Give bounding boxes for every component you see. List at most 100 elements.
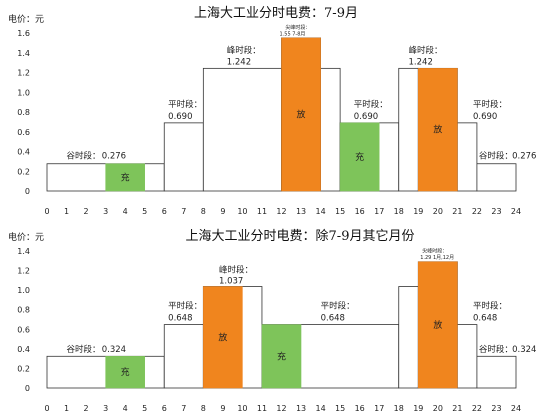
annotation-label: 1.242 xyxy=(227,58,251,68)
charge-bars: 充充 xyxy=(105,324,302,389)
annotation-label: 尖峰时段： xyxy=(285,24,310,31)
x-tick-label: 24 xyxy=(511,404,521,413)
x-tick-label: 21 xyxy=(452,207,462,216)
x-tick-label: 1 xyxy=(64,207,69,216)
price-segment xyxy=(398,286,419,389)
x-tick-label: 17 xyxy=(374,404,384,413)
x-tick-label: 19 xyxy=(413,207,423,216)
y-tick-label: 1.0 xyxy=(17,286,30,295)
chart-bottom: 上海大工业分时电费：除7-9月其它月份 电价：元 0 0.2 0.4 0.6 0.8 1.… xyxy=(8,228,536,413)
x-tick-label: 9 xyxy=(220,404,225,413)
annotation-label: 谷时段： xyxy=(479,344,513,355)
annotation-label: 0.276 xyxy=(512,151,536,161)
annotation-label: 峰时段： xyxy=(409,45,443,56)
y-tick-label: 1.6 xyxy=(17,29,30,38)
annotation-label: 0.690 xyxy=(168,112,192,122)
annotation-label: 平时段： xyxy=(168,301,202,312)
annotation-label: 峰时段： xyxy=(227,45,261,56)
x-tick-label: 0 xyxy=(44,404,49,413)
x-tick-label: 8 xyxy=(201,207,206,216)
x-tick-label: 7 xyxy=(181,404,186,413)
charge-bar xyxy=(261,324,302,389)
discharge-bar xyxy=(281,37,321,192)
x-tick-label: 5 xyxy=(142,404,147,413)
x-tick-label: 17 xyxy=(374,207,384,216)
discharge-bar xyxy=(203,286,243,389)
annotation-label: 0.648 xyxy=(168,313,192,323)
price-segment xyxy=(202,67,282,192)
x-tick-label: 11 xyxy=(257,404,267,413)
y-tick-labels: 0 0.2 0.4 0.6 0.8 1.0 1.2 1.4 xyxy=(17,247,30,393)
annotation-label: 谷时段： xyxy=(479,150,513,161)
annotation-label: 平时段： xyxy=(321,301,355,312)
y-tick-label: 0.6 xyxy=(17,128,30,137)
y-tick-label: 0 xyxy=(25,384,30,393)
x-tick-label: 13 xyxy=(296,404,306,413)
y-tick-label: 0.6 xyxy=(17,325,30,334)
x-tick-label: 24 xyxy=(511,207,521,216)
discharge-bar xyxy=(418,261,458,389)
y-tick-label: 0 xyxy=(25,187,30,196)
price-segment xyxy=(163,122,204,192)
y-tick-label: 0.8 xyxy=(17,306,30,315)
annotation-label: 0.648 xyxy=(321,313,345,323)
x-tick-label: 6 xyxy=(162,207,167,216)
annotation-label: 0.648 xyxy=(473,313,497,323)
x-tick-label: 13 xyxy=(296,207,306,216)
x-tick-labels: 0 1 2 3 4 5 6 7 8 9 10 11 12 13 14 15 16 17 18 19 20 21 22 23 24 xyxy=(44,207,521,216)
annotation-label: 平时段： xyxy=(354,99,388,110)
annotation-label: 平时段： xyxy=(473,99,507,110)
price-segment xyxy=(476,163,517,192)
y-tick-label: 1.4 xyxy=(17,247,30,256)
chart-top: 上海大工业分时电费：7-9月 电价：元 0 0.2 0.4 0.6 0.8 1.0 1.2 1… xyxy=(8,6,536,216)
price-segment xyxy=(476,355,517,389)
annotation-label: 0.324 xyxy=(512,345,536,355)
y-tick-label: 0.4 xyxy=(17,148,30,157)
discharge-bar-label: 放 xyxy=(433,319,442,331)
charge-bar-label: 充 xyxy=(277,350,286,362)
annotation-label: 平时段： xyxy=(473,301,507,312)
annotation-label: 平时段： xyxy=(168,99,202,110)
y-tick-label: 1.2 xyxy=(17,69,30,78)
x-tick-label: 21 xyxy=(452,404,462,413)
price-segment xyxy=(398,67,419,192)
discharge-bar-label: 放 xyxy=(218,331,227,343)
annotation-label: 0.324 xyxy=(102,345,126,355)
y-tick-label: 0.4 xyxy=(17,345,30,354)
x-tick-label: 18 xyxy=(394,207,404,216)
x-tick-label: 3 xyxy=(103,404,108,413)
y-tick-label: 0.2 xyxy=(17,167,30,176)
discharge-bars: 放放 xyxy=(281,37,458,192)
x-tick-label: 5 xyxy=(142,207,147,216)
charge-bar xyxy=(105,356,145,389)
x-tick-label: 14 xyxy=(315,207,325,216)
x-tick-label: 16 xyxy=(355,404,365,413)
x-tick-label: 2 xyxy=(84,404,89,413)
x-tick-label: 3 xyxy=(103,207,108,216)
annotation-label: 1.55 7-8月 xyxy=(280,31,306,37)
annotation-label: 谷时段： xyxy=(67,150,101,161)
x-tick-label: 19 xyxy=(413,404,423,413)
chart-title: 上海大工业分时电费：除7-9月其它月份 xyxy=(186,228,415,244)
x-tick-label: 10 xyxy=(237,207,247,216)
x-tick-label: 11 xyxy=(257,207,267,216)
annotation-label: 0.690 xyxy=(354,112,378,122)
annotation-label: 1.29 1月,12月 xyxy=(420,255,454,261)
y-axis-label: 电价：元 xyxy=(8,231,44,243)
price-segment xyxy=(320,67,341,192)
y-tick-label: 0.8 xyxy=(17,108,30,117)
x-tick-label: 7 xyxy=(181,207,186,216)
x-tick-labels: 0 1 2 3 4 5 6 7 8 9 10 11 12 13 14 15 16 17 18 19 20 21 22 23 24 xyxy=(44,404,521,413)
discharge-bars: 放放 xyxy=(203,261,458,389)
x-tick-label: 8 xyxy=(201,404,206,413)
x-tick-label: 14 xyxy=(315,404,325,413)
discharge-bar xyxy=(418,68,458,192)
x-tick-label: 20 xyxy=(433,207,443,216)
price-segment xyxy=(163,324,204,389)
annotation-label: 尖峰时段： xyxy=(422,247,447,254)
annotation-label: 谷时段： xyxy=(67,344,101,355)
annotation-label: 峰时段： xyxy=(219,265,253,276)
x-tick-label: 15 xyxy=(335,207,345,216)
